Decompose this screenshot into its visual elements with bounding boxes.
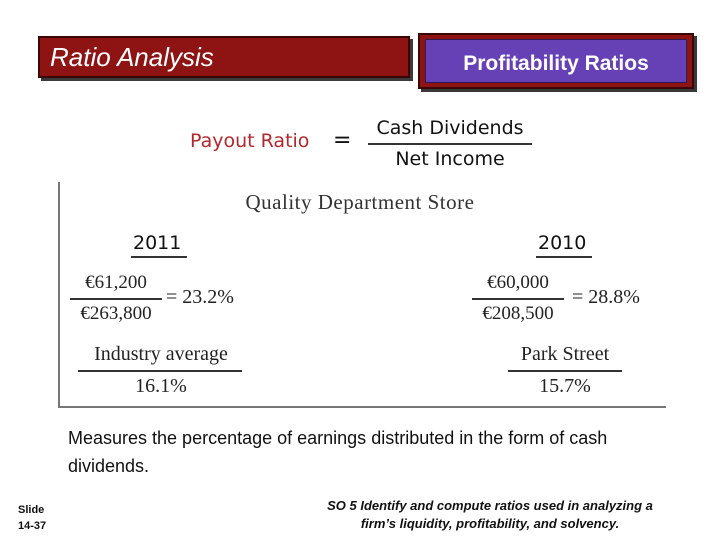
title-profitability-inner: Profitability Ratios <box>425 39 687 83</box>
formula-denominator: Net Income <box>395 148 505 170</box>
title-profitability-text: Profitability Ratios <box>463 52 649 75</box>
slide-value: 14-37 <box>18 520 47 532</box>
calc-2010-result: = 28.8% <box>572 286 640 308</box>
year-2010: 2010 <box>538 232 587 254</box>
year-2010-underline <box>536 256 592 258</box>
park-street-line <box>508 370 622 372</box>
industry-average-value: 16.1% <box>135 375 187 397</box>
study-objective: SO 5 Identify and compute ratios used in… <box>280 497 700 533</box>
panel-left-border <box>58 182 60 408</box>
title-ratio-analysis-text: Ratio Analysis <box>50 42 214 72</box>
formula-label: Payout Ratio <box>190 130 310 152</box>
industry-average-label: Industry average <box>94 343 228 365</box>
study-objective-line2: firm’s liquidity, profitability, and sol… <box>360 516 620 531</box>
calc-2011-result: = 23.2% <box>166 286 234 308</box>
slide-label: Slide <box>18 504 45 516</box>
calc-2011-fraction-line <box>70 298 162 300</box>
industry-average-line <box>78 370 242 372</box>
title-ratio-analysis: Ratio Analysis <box>38 36 410 78</box>
title-profitability-ratios: Profitability Ratios <box>418 33 694 89</box>
calc-2010-fraction-line <box>472 298 564 300</box>
year-2011: 2011 <box>133 232 182 254</box>
calc-2010-numerator: €60,000 <box>487 272 549 293</box>
calc-2010-denominator: €208,500 <box>482 303 554 324</box>
study-objective-line1: SO 5 Identify and compute ratios used in… <box>327 498 653 513</box>
store-name: Quality Department Store <box>245 190 475 214</box>
calc-2011-numerator: €61,200 <box>85 272 147 293</box>
calc-2011-denominator: €263,800 <box>80 303 152 324</box>
panel-bottom-border <box>58 406 666 408</box>
year-2011-underline <box>131 256 187 258</box>
formula-fraction-line <box>368 143 532 145</box>
park-street-label: Park Street <box>520 343 610 365</box>
park-street-value: 15.7% <box>539 375 591 397</box>
slide-number: Slide 14-37 <box>18 502 46 534</box>
formula-numerator: Cash Dividends <box>376 117 524 139</box>
formula-equals: = <box>333 128 352 153</box>
description: Measures the percentage of earnings dist… <box>68 428 608 476</box>
